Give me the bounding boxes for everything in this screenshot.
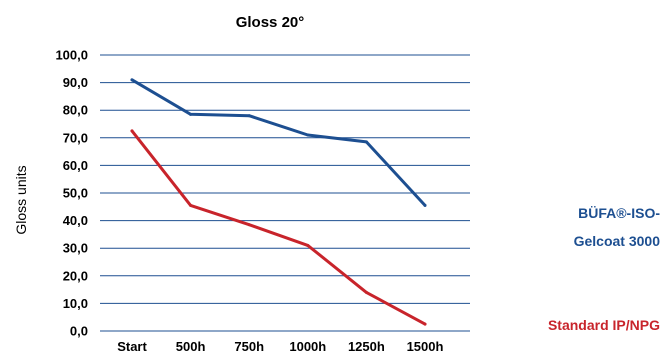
legend-label: Standard IP/NPG bbox=[548, 317, 660, 333]
data-point bbox=[189, 112, 193, 116]
series-line-1 bbox=[130, 129, 427, 326]
data-point bbox=[423, 322, 427, 326]
data-point bbox=[306, 243, 310, 247]
y-tick-label: 80,0 bbox=[63, 103, 88, 118]
y-tick-label: 40,0 bbox=[63, 213, 88, 228]
x-axis-ticks: Start 500h 750h 1000h 1250h 1500h bbox=[117, 339, 443, 354]
series-lines bbox=[130, 78, 427, 326]
y-tick-label: 30,0 bbox=[63, 241, 88, 256]
data-point bbox=[130, 78, 134, 82]
x-tick-label: Start bbox=[117, 339, 147, 354]
y-tick-label: 10,0 bbox=[63, 296, 88, 311]
y-axis-label: Gloss units bbox=[13, 165, 29, 234]
y-tick-label: 60,0 bbox=[63, 158, 88, 173]
series-line-0 bbox=[130, 78, 427, 207]
y-tick-label: 50,0 bbox=[63, 186, 88, 201]
legend-label: BÜFA®-ISO- bbox=[578, 205, 660, 221]
y-tick-label: 0,0 bbox=[70, 324, 88, 339]
x-tick-label: 1250h bbox=[348, 339, 385, 354]
y-tick-label: 20,0 bbox=[63, 268, 88, 283]
gridlines bbox=[100, 54, 470, 332]
y-tick-label: 70,0 bbox=[63, 130, 88, 145]
data-point bbox=[247, 114, 251, 118]
data-point bbox=[306, 133, 310, 137]
y-tick-label: 90,0 bbox=[63, 75, 88, 90]
x-tick-label: 750h bbox=[234, 339, 264, 354]
chart-title: Gloss 20° bbox=[236, 14, 305, 31]
data-point bbox=[364, 290, 368, 294]
y-tick-label: 100,0 bbox=[55, 48, 88, 63]
x-tick-label: 1000h bbox=[289, 339, 326, 354]
data-point bbox=[364, 140, 368, 144]
data-point bbox=[189, 203, 193, 207]
legend: BÜFA®-ISO- Gelcoat 3000 Standard IP/NPG bbox=[548, 205, 660, 333]
x-tick-label: 1500h bbox=[407, 339, 444, 354]
legend-label: Gelcoat 3000 bbox=[574, 233, 661, 249]
y-axis-ticks: 0,0 10,0 20,0 30,0 40,0 50,0 60,0 70,0 80,0 90,0 1… bbox=[55, 48, 88, 339]
data-point bbox=[130, 129, 134, 133]
data-point bbox=[247, 223, 251, 227]
data-point bbox=[423, 203, 427, 207]
x-tick-label: 500h bbox=[176, 339, 206, 354]
